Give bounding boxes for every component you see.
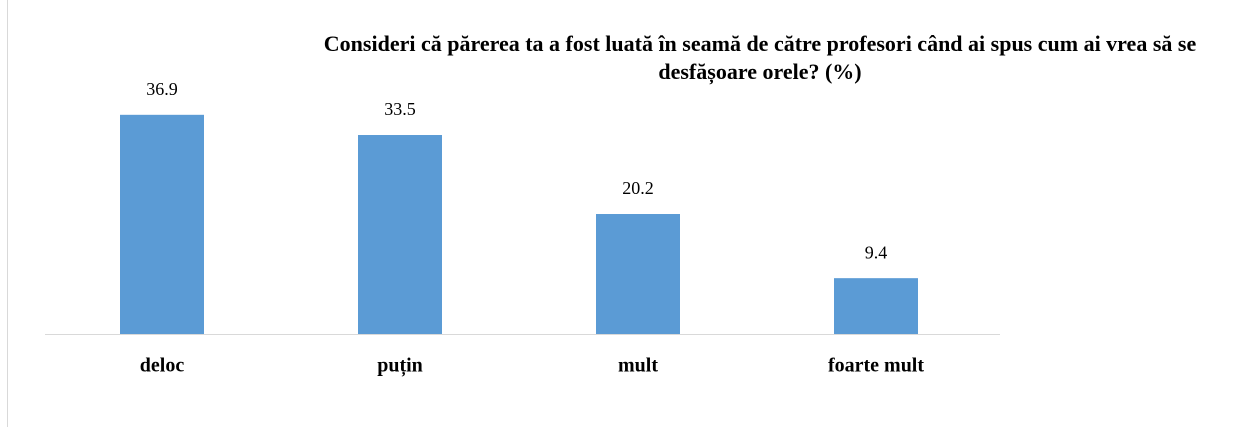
bar [120,115,204,334]
x-tick-label: mult [618,355,658,377]
data-label: 9.4 [865,242,888,262]
chart-title: Consideri că părerea ta a fost luată în … [280,30,1240,86]
x-tick-label: foarte mult [828,355,924,377]
bar [596,214,680,334]
data-label: 36.9 [146,79,178,99]
x-tick-label: deloc [140,355,185,377]
bar [834,278,918,334]
x-tick-label: puțin [377,355,423,378]
data-label: 20.2 [622,178,654,198]
bar [358,135,442,334]
data-label: 33.5 [384,99,416,119]
